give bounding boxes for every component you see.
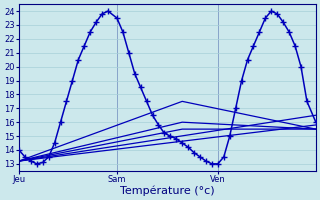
X-axis label: Température (°c): Température (°c) — [120, 185, 215, 196]
